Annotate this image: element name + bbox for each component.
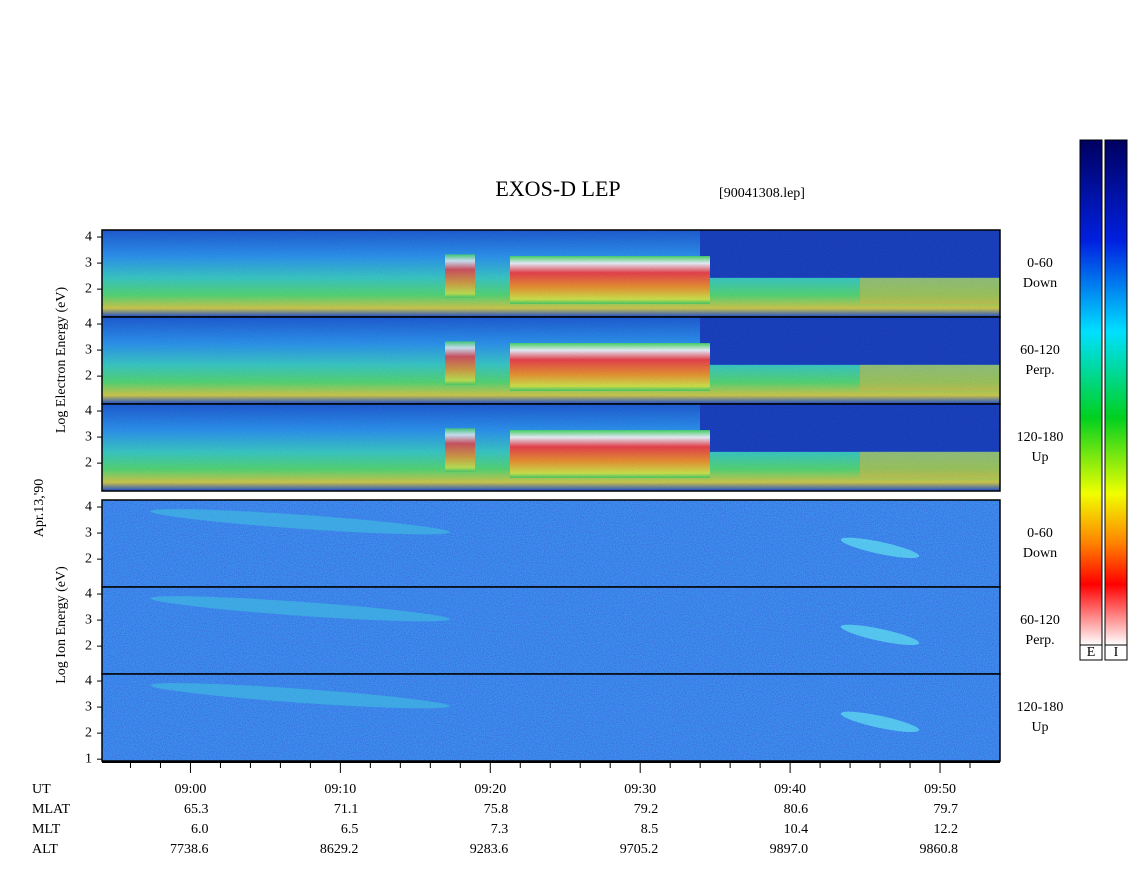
orbit-value: 9860.8 <box>920 842 959 857</box>
orbit-value: 8629.2 <box>320 842 359 857</box>
x-tick-label: 09:10 <box>324 782 356 797</box>
row-label: UT <box>32 782 51 797</box>
y-tick-label: 3 <box>85 699 92 714</box>
y-tick-label: 3 <box>85 255 92 270</box>
orbit-value: 7738.6 <box>170 842 209 857</box>
y-tick-label: 2 <box>85 368 92 383</box>
panel-angle: 0-60 <box>1027 256 1053 271</box>
spectrogram <box>840 537 920 559</box>
orbit-value: 6.0 <box>191 822 209 837</box>
panel-direction: Down <box>1023 546 1057 561</box>
spectrogram <box>840 624 920 646</box>
colorbar-label: I <box>1114 645 1119 660</box>
file-name: [90041308.lep] <box>719 186 805 201</box>
orbit-value: 65.3 <box>184 802 209 817</box>
colorbar <box>1079 139 1103 646</box>
orbit-value: 7.3 <box>491 822 509 837</box>
y-tick-label: 3 <box>85 612 92 627</box>
orbit-value: 79.2 <box>634 802 659 817</box>
orbit-value: 8.5 <box>641 822 659 837</box>
orbit-value: 6.5 <box>341 822 359 837</box>
orbit-value: 80.6 <box>784 802 809 817</box>
y-tick-label: 4 <box>85 586 92 601</box>
panel-direction: Perp. <box>1025 633 1054 648</box>
colorbar <box>1104 139 1128 646</box>
orbit-value: 75.8 <box>484 802 509 817</box>
row-label: MLT <box>32 822 61 837</box>
spectrogram <box>150 596 450 622</box>
spectrogram <box>102 404 1000 491</box>
orbit-value: 9283.6 <box>470 842 509 857</box>
orbit-value: 12.2 <box>934 822 959 837</box>
x-tick-label: 09:30 <box>624 782 656 797</box>
y-tick-label: 2 <box>85 281 92 296</box>
spectrogram <box>102 317 1000 404</box>
orbit-value: 10.4 <box>784 822 809 837</box>
y-tick-label: 2 <box>85 551 92 566</box>
chart-title: EXOS-D LEP <box>495 176 620 201</box>
panel-angle: 120-180 <box>1017 700 1064 715</box>
orbit-value: 9897.0 <box>770 842 809 857</box>
row-label: ALT <box>32 842 58 857</box>
y-tick-label: 4 <box>85 316 92 331</box>
colorbar-label: E <box>1087 645 1096 660</box>
panel-direction: Up <box>1031 720 1048 735</box>
y-tick-label: 1 <box>85 751 92 766</box>
orbit-value: 9705.2 <box>620 842 659 857</box>
y-tick-label: 4 <box>85 499 92 514</box>
spectrogram <box>102 230 1000 317</box>
y-tick-label: 2 <box>85 638 92 653</box>
panel-angle: 0-60 <box>1027 526 1053 541</box>
y-axis-label: Log Electron Energy (eV) <box>54 287 69 434</box>
panel-direction: Down <box>1023 276 1057 291</box>
y-axis-label: Log Ion Energy (eV) <box>54 566 69 684</box>
date-label: Apr.13,'90 <box>32 479 47 538</box>
row-label: MLAT <box>32 802 71 817</box>
x-tick-label: 09:20 <box>474 782 506 797</box>
panel-angle: 120-180 <box>1017 430 1064 445</box>
y-tick-label: 3 <box>85 342 92 357</box>
panel-direction: Up <box>1031 450 1048 465</box>
y-tick-label: 2 <box>85 455 92 470</box>
spectrogram <box>150 683 450 709</box>
x-tick-label: 09:50 <box>924 782 956 797</box>
orbit-value: 71.1 <box>334 802 359 817</box>
y-tick-label: 2 <box>85 725 92 740</box>
spectrogram <box>150 509 450 535</box>
y-tick-label: 4 <box>85 673 92 688</box>
panel-angle: 60-120 <box>1020 343 1060 358</box>
panel-direction: Perp. <box>1025 363 1054 378</box>
x-tick-label: 09:00 <box>175 782 207 797</box>
y-tick-label: 4 <box>85 403 92 418</box>
colorbar-cap <box>1104 644 1128 661</box>
x-tick-label: 09:40 <box>774 782 806 797</box>
panel-angle: 60-120 <box>1020 613 1060 628</box>
panel-frame <box>101 403 1001 492</box>
y-tick-label: 4 <box>85 229 92 244</box>
y-tick-label: 3 <box>85 429 92 444</box>
orbit-value: 79.7 <box>934 802 959 817</box>
spectrogram <box>840 711 920 733</box>
y-tick-label: 3 <box>85 525 92 540</box>
colorbar-cap <box>1079 644 1103 661</box>
